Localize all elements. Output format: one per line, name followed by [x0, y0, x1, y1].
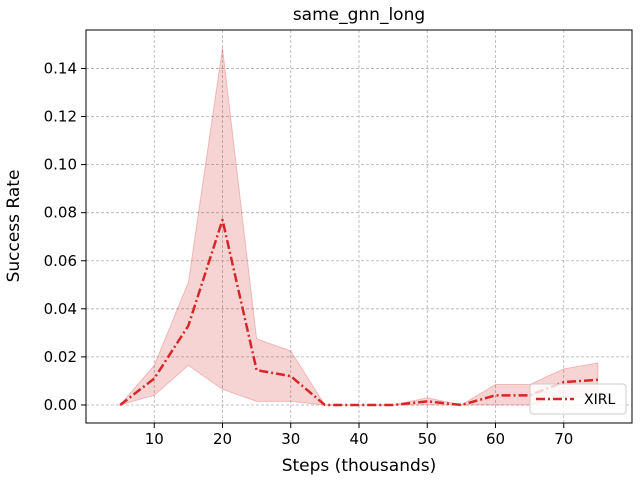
- y-tick-label: 0.04: [44, 300, 77, 318]
- grid: [86, 30, 632, 423]
- y-axis-label: Success Rate: [4, 170, 24, 283]
- legend: XIRL: [529, 383, 627, 415]
- x-axis: 10 20 30 40 50 60 70: [145, 423, 573, 448]
- x-tick-label: 10: [145, 430, 164, 448]
- legend-label-xirl: XIRL: [584, 392, 615, 408]
- legend-box: [529, 383, 627, 415]
- x-tick-label: 40: [349, 430, 368, 448]
- x-axis-label: Steps (thousands): [282, 456, 437, 476]
- y-tick-label: 0.14: [44, 59, 77, 77]
- x-tick-label: 70: [554, 430, 573, 448]
- y-axis: 0.00 0.02 0.04 0.06 0.08 0.10 0.12 0.14: [44, 59, 86, 414]
- y-tick-label: 0.08: [44, 204, 77, 222]
- x-tick-label: 60: [486, 430, 505, 448]
- y-tick-label: 0.00: [44, 396, 77, 414]
- y-tick-label: 0.02: [44, 348, 77, 366]
- x-tick-label: 20: [213, 430, 232, 448]
- y-tick-label: 0.06: [44, 252, 77, 270]
- y-tick-label: 0.12: [44, 108, 77, 126]
- x-tick-label: 30: [281, 430, 300, 448]
- y-tick-label: 0.10: [44, 156, 77, 174]
- chart-title: same_gnn_long: [293, 5, 425, 25]
- x-tick-label: 50: [418, 430, 437, 448]
